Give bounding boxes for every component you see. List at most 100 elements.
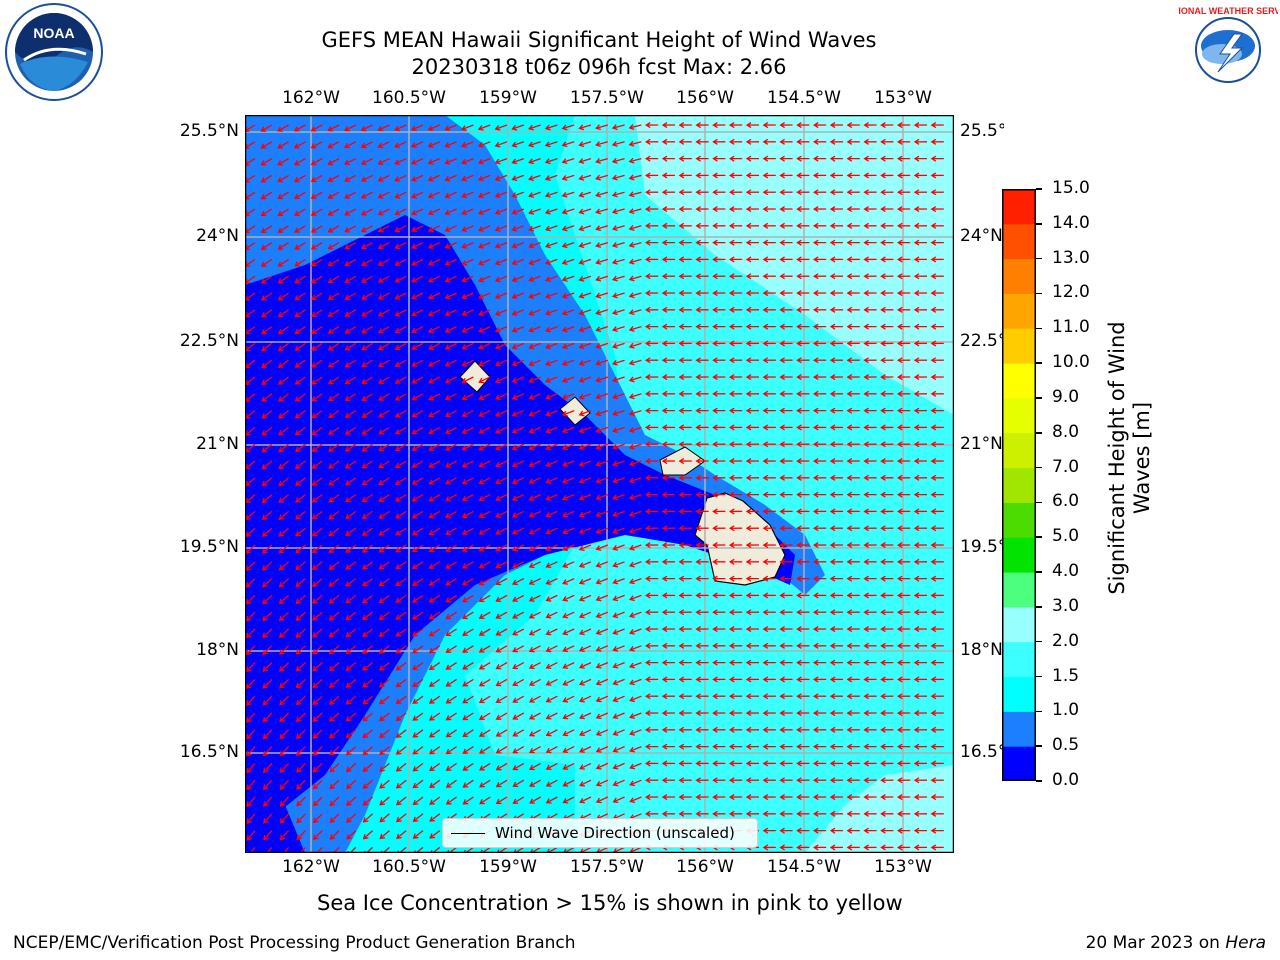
wave-direction-arrow — [528, 561, 541, 569]
colorbar-tick-label: 0.5 — [1052, 735, 1080, 756]
wave-direction-arrow — [712, 357, 726, 364]
wave-direction-arrow — [561, 258, 575, 266]
wave-direction-arrow — [863, 189, 877, 196]
wave-direction-arrow — [595, 712, 609, 720]
wave-direction-arrow — [595, 141, 608, 147]
colorbar-tick-label: 4.0 — [1052, 561, 1080, 582]
wave-direction-arrow — [463, 846, 474, 853]
wave-direction-arrow — [344, 426, 357, 435]
colorbar-tick-label: 8.0 — [1052, 421, 1080, 442]
wave-direction-arrow — [511, 376, 525, 384]
wave-direction-arrow — [678, 441, 692, 448]
wave-direction-arrow — [678, 239, 692, 246]
wave-direction-arrow — [661, 693, 676, 700]
wave-direction-arrow — [612, 443, 625, 450]
wave-direction-arrow — [779, 306, 793, 313]
wave-direction-arrow — [846, 592, 860, 599]
wave-direction-arrow — [294, 225, 306, 233]
wave-direction-arrow — [329, 830, 340, 840]
colorbar-tick-label: 12.0 — [1052, 282, 1090, 303]
wave-direction-arrow — [896, 121, 911, 129]
wave-direction-arrow — [478, 393, 491, 401]
wave-direction-arrow — [394, 225, 407, 233]
wave-direction-arrow — [796, 390, 810, 397]
wave-direction-arrow — [745, 172, 760, 179]
wave-direction-arrow — [277, 242, 289, 250]
wave-direction-arrow — [245, 208, 256, 217]
wave-direction-arrow — [595, 746, 609, 753]
wave-direction-arrow — [595, 561, 609, 568]
wave-direction-arrow — [779, 760, 793, 767]
wave-direction-arrow — [545, 544, 558, 552]
wave-direction-arrow — [930, 155, 944, 162]
wave-direction-arrow — [728, 676, 743, 683]
wave-direction-arrow — [245, 662, 256, 673]
wave-direction-arrow — [277, 376, 289, 385]
wave-direction-arrow — [394, 460, 407, 468]
wave-direction-arrow — [377, 326, 390, 334]
wave-direction-arrow — [411, 342, 424, 351]
wave-direction-arrow — [812, 743, 827, 750]
wave-direction-arrow — [427, 292, 441, 300]
wave-direction-arrow — [913, 474, 928, 481]
wave-direction-arrow — [930, 508, 944, 515]
wave-direction-arrow — [762, 827, 776, 834]
wave-direction-arrow — [261, 477, 273, 487]
wave-direction-arrow — [913, 491, 928, 498]
wave-direction-arrow — [829, 575, 844, 582]
wave-direction-arrow — [896, 474, 911, 481]
wave-direction-arrow — [578, 460, 592, 467]
wave-direction-arrow — [595, 729, 609, 736]
wave-direction-arrow — [728, 693, 743, 700]
wave-direction-arrow — [277, 275, 289, 284]
wave-direction-arrow — [461, 494, 474, 502]
wave-direction-arrow — [913, 525, 928, 532]
wave-direction-arrow — [728, 172, 743, 179]
wave-direction-arrow — [361, 443, 373, 452]
wave-direction-arrow — [310, 258, 323, 267]
wave-direction-arrow — [880, 273, 894, 280]
wave-direction-arrow — [712, 659, 726, 666]
wave-direction-arrow — [444, 309, 457, 317]
wave-direction-arrow — [644, 609, 659, 616]
wave-direction-arrow — [428, 477, 441, 485]
wave-direction-arrow — [395, 544, 407, 553]
wave-direction-arrow — [511, 561, 525, 569]
wave-direction-arrow — [644, 172, 659, 179]
wave-direction-arrow — [578, 393, 592, 400]
wave-direction-arrow — [379, 779, 390, 789]
wave-direction-arrow — [762, 659, 776, 666]
wave-direction-arrow — [279, 746, 290, 757]
wave-direction-arrow — [328, 494, 340, 503]
wave-direction-arrow — [327, 124, 340, 132]
wave-direction-arrow — [328, 410, 340, 419]
wave-direction-arrow — [394, 191, 407, 199]
wave-direction-arrow — [327, 342, 340, 351]
lat-tick-label-left: 24°N — [196, 226, 239, 246]
wave-direction-arrow — [880, 474, 894, 481]
wave-direction-arrow — [295, 611, 306, 621]
wave-direction-arrow — [261, 561, 273, 571]
wave-direction-arrow — [896, 810, 911, 817]
wave-direction-arrow — [913, 743, 928, 750]
wave-direction-arrow — [262, 645, 273, 656]
wave-direction-arrow — [262, 578, 273, 588]
wave-direction-arrow — [310, 225, 323, 233]
wave-direction-arrow — [829, 407, 844, 414]
wave-direction-arrow — [712, 491, 726, 498]
wave-direction-arrow — [880, 592, 894, 599]
wave-direction-arrow — [863, 810, 877, 817]
wave-direction-arrow — [644, 760, 659, 767]
wave-direction-arrow — [595, 426, 609, 434]
wave-direction-arrow — [829, 474, 844, 481]
wave-direction-arrow — [479, 762, 491, 771]
wave-direction-arrow — [545, 645, 558, 653]
wave-direction-arrow — [896, 457, 911, 465]
lon-tick-label-bottom: 159°W — [479, 857, 537, 877]
wave-direction-arrow — [278, 426, 289, 436]
wave-direction-arrow — [678, 693, 692, 700]
wave-direction-arrow — [378, 393, 390, 401]
wave-direction-arrow — [578, 157, 592, 164]
wave-direction-arrow — [644, 508, 659, 515]
footer-host: Hera — [1225, 933, 1266, 953]
